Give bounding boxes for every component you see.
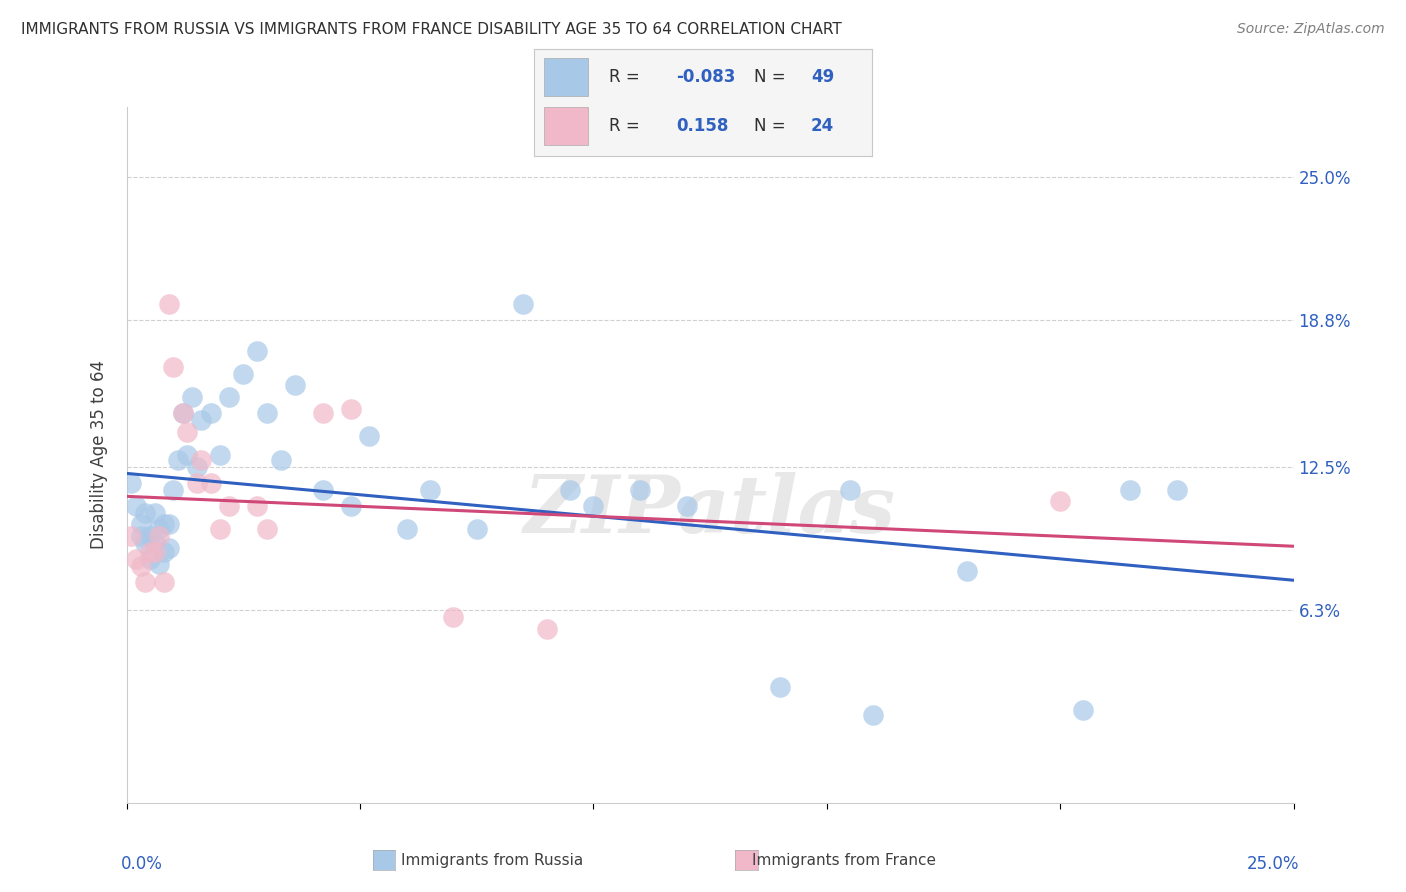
Point	[769, 680, 792, 694]
FancyBboxPatch shape	[544, 58, 588, 96]
Text: 24: 24	[811, 117, 834, 135]
Point	[157, 517, 180, 532]
Point	[359, 429, 381, 443]
Point	[186, 475, 208, 490]
Text: 49: 49	[811, 68, 834, 86]
Point	[148, 522, 170, 536]
Point	[190, 452, 212, 467]
Point	[1166, 483, 1188, 497]
Point	[536, 622, 558, 636]
Text: N =: N =	[754, 117, 790, 135]
Point	[956, 564, 979, 578]
Point	[839, 483, 862, 497]
Point	[129, 529, 152, 543]
Point	[180, 390, 202, 404]
Point	[162, 483, 184, 497]
Point	[200, 475, 222, 490]
Point	[441, 610, 464, 624]
Text: Source: ZipAtlas.com: Source: ZipAtlas.com	[1237, 22, 1385, 37]
Point	[167, 452, 190, 467]
Point	[172, 406, 194, 420]
Point	[157, 541, 180, 555]
Point	[339, 401, 361, 416]
Text: 25.0%: 25.0%	[1247, 855, 1299, 873]
Point	[419, 483, 441, 497]
Text: R =: R =	[609, 117, 644, 135]
Point	[395, 522, 418, 536]
Point	[162, 359, 184, 374]
Point	[148, 557, 170, 571]
Text: IMMIGRANTS FROM RUSSIA VS IMMIGRANTS FROM FRANCE DISABILITY AGE 35 TO 64 CORRELA: IMMIGRANTS FROM RUSSIA VS IMMIGRANTS FRO…	[21, 22, 842, 37]
Point	[284, 378, 307, 392]
Point	[628, 483, 651, 497]
Point	[232, 367, 254, 381]
Point	[218, 499, 240, 513]
Point	[1073, 703, 1095, 717]
Text: Immigrants from France: Immigrants from France	[752, 854, 935, 868]
Point	[311, 406, 333, 420]
Point	[120, 529, 142, 543]
Point	[190, 413, 212, 427]
Point	[558, 483, 581, 497]
Point	[139, 545, 162, 559]
Point	[256, 522, 278, 536]
Point	[675, 499, 697, 513]
Point	[176, 425, 198, 439]
Point	[157, 297, 180, 311]
Point	[139, 529, 162, 543]
Point	[120, 475, 142, 490]
Text: Immigrants from Russia: Immigrants from Russia	[401, 854, 583, 868]
Point	[311, 483, 333, 497]
Point	[143, 545, 166, 559]
Point	[1049, 494, 1071, 508]
Text: ZIPatlas: ZIPatlas	[524, 472, 896, 549]
Y-axis label: Disability Age 35 to 64: Disability Age 35 to 64	[90, 360, 108, 549]
Point	[176, 448, 198, 462]
Point	[153, 545, 176, 559]
Point	[186, 459, 208, 474]
Text: 0.0%: 0.0%	[121, 855, 163, 873]
Point	[208, 448, 231, 462]
Text: -0.083: -0.083	[676, 68, 735, 86]
Point	[270, 452, 292, 467]
Point	[218, 390, 240, 404]
FancyBboxPatch shape	[544, 107, 588, 145]
Point	[143, 536, 166, 550]
Point	[465, 522, 488, 536]
Point	[139, 552, 162, 566]
Point	[339, 499, 361, 513]
Point	[256, 406, 278, 420]
Point	[148, 529, 170, 543]
Point	[134, 506, 156, 520]
Point	[172, 406, 194, 420]
Point	[125, 499, 148, 513]
Point	[153, 575, 176, 590]
Point	[512, 297, 534, 311]
Point	[1119, 483, 1142, 497]
Point	[246, 499, 269, 513]
Text: N =: N =	[754, 68, 790, 86]
Text: 0.158: 0.158	[676, 117, 728, 135]
Point	[246, 343, 269, 358]
Point	[208, 522, 231, 536]
Point	[200, 406, 222, 420]
Point	[134, 536, 156, 550]
Text: R =: R =	[609, 68, 644, 86]
Point	[153, 517, 176, 532]
Point	[125, 552, 148, 566]
Point	[582, 499, 605, 513]
Point	[143, 506, 166, 520]
Point	[129, 517, 152, 532]
Point	[134, 575, 156, 590]
Point	[862, 707, 884, 722]
Point	[129, 559, 152, 574]
